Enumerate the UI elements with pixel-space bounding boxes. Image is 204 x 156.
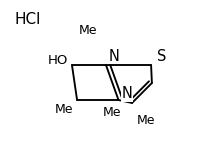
Text: Me: Me	[102, 106, 120, 119]
Text: Me: Me	[79, 24, 97, 37]
Text: S: S	[156, 49, 166, 64]
Text: HCl: HCl	[14, 12, 41, 27]
Text: N: N	[121, 86, 132, 101]
Text: HO: HO	[47, 54, 67, 67]
Text: N: N	[108, 49, 119, 64]
Text: Me: Me	[54, 103, 72, 117]
Text: Me: Me	[136, 114, 154, 127]
